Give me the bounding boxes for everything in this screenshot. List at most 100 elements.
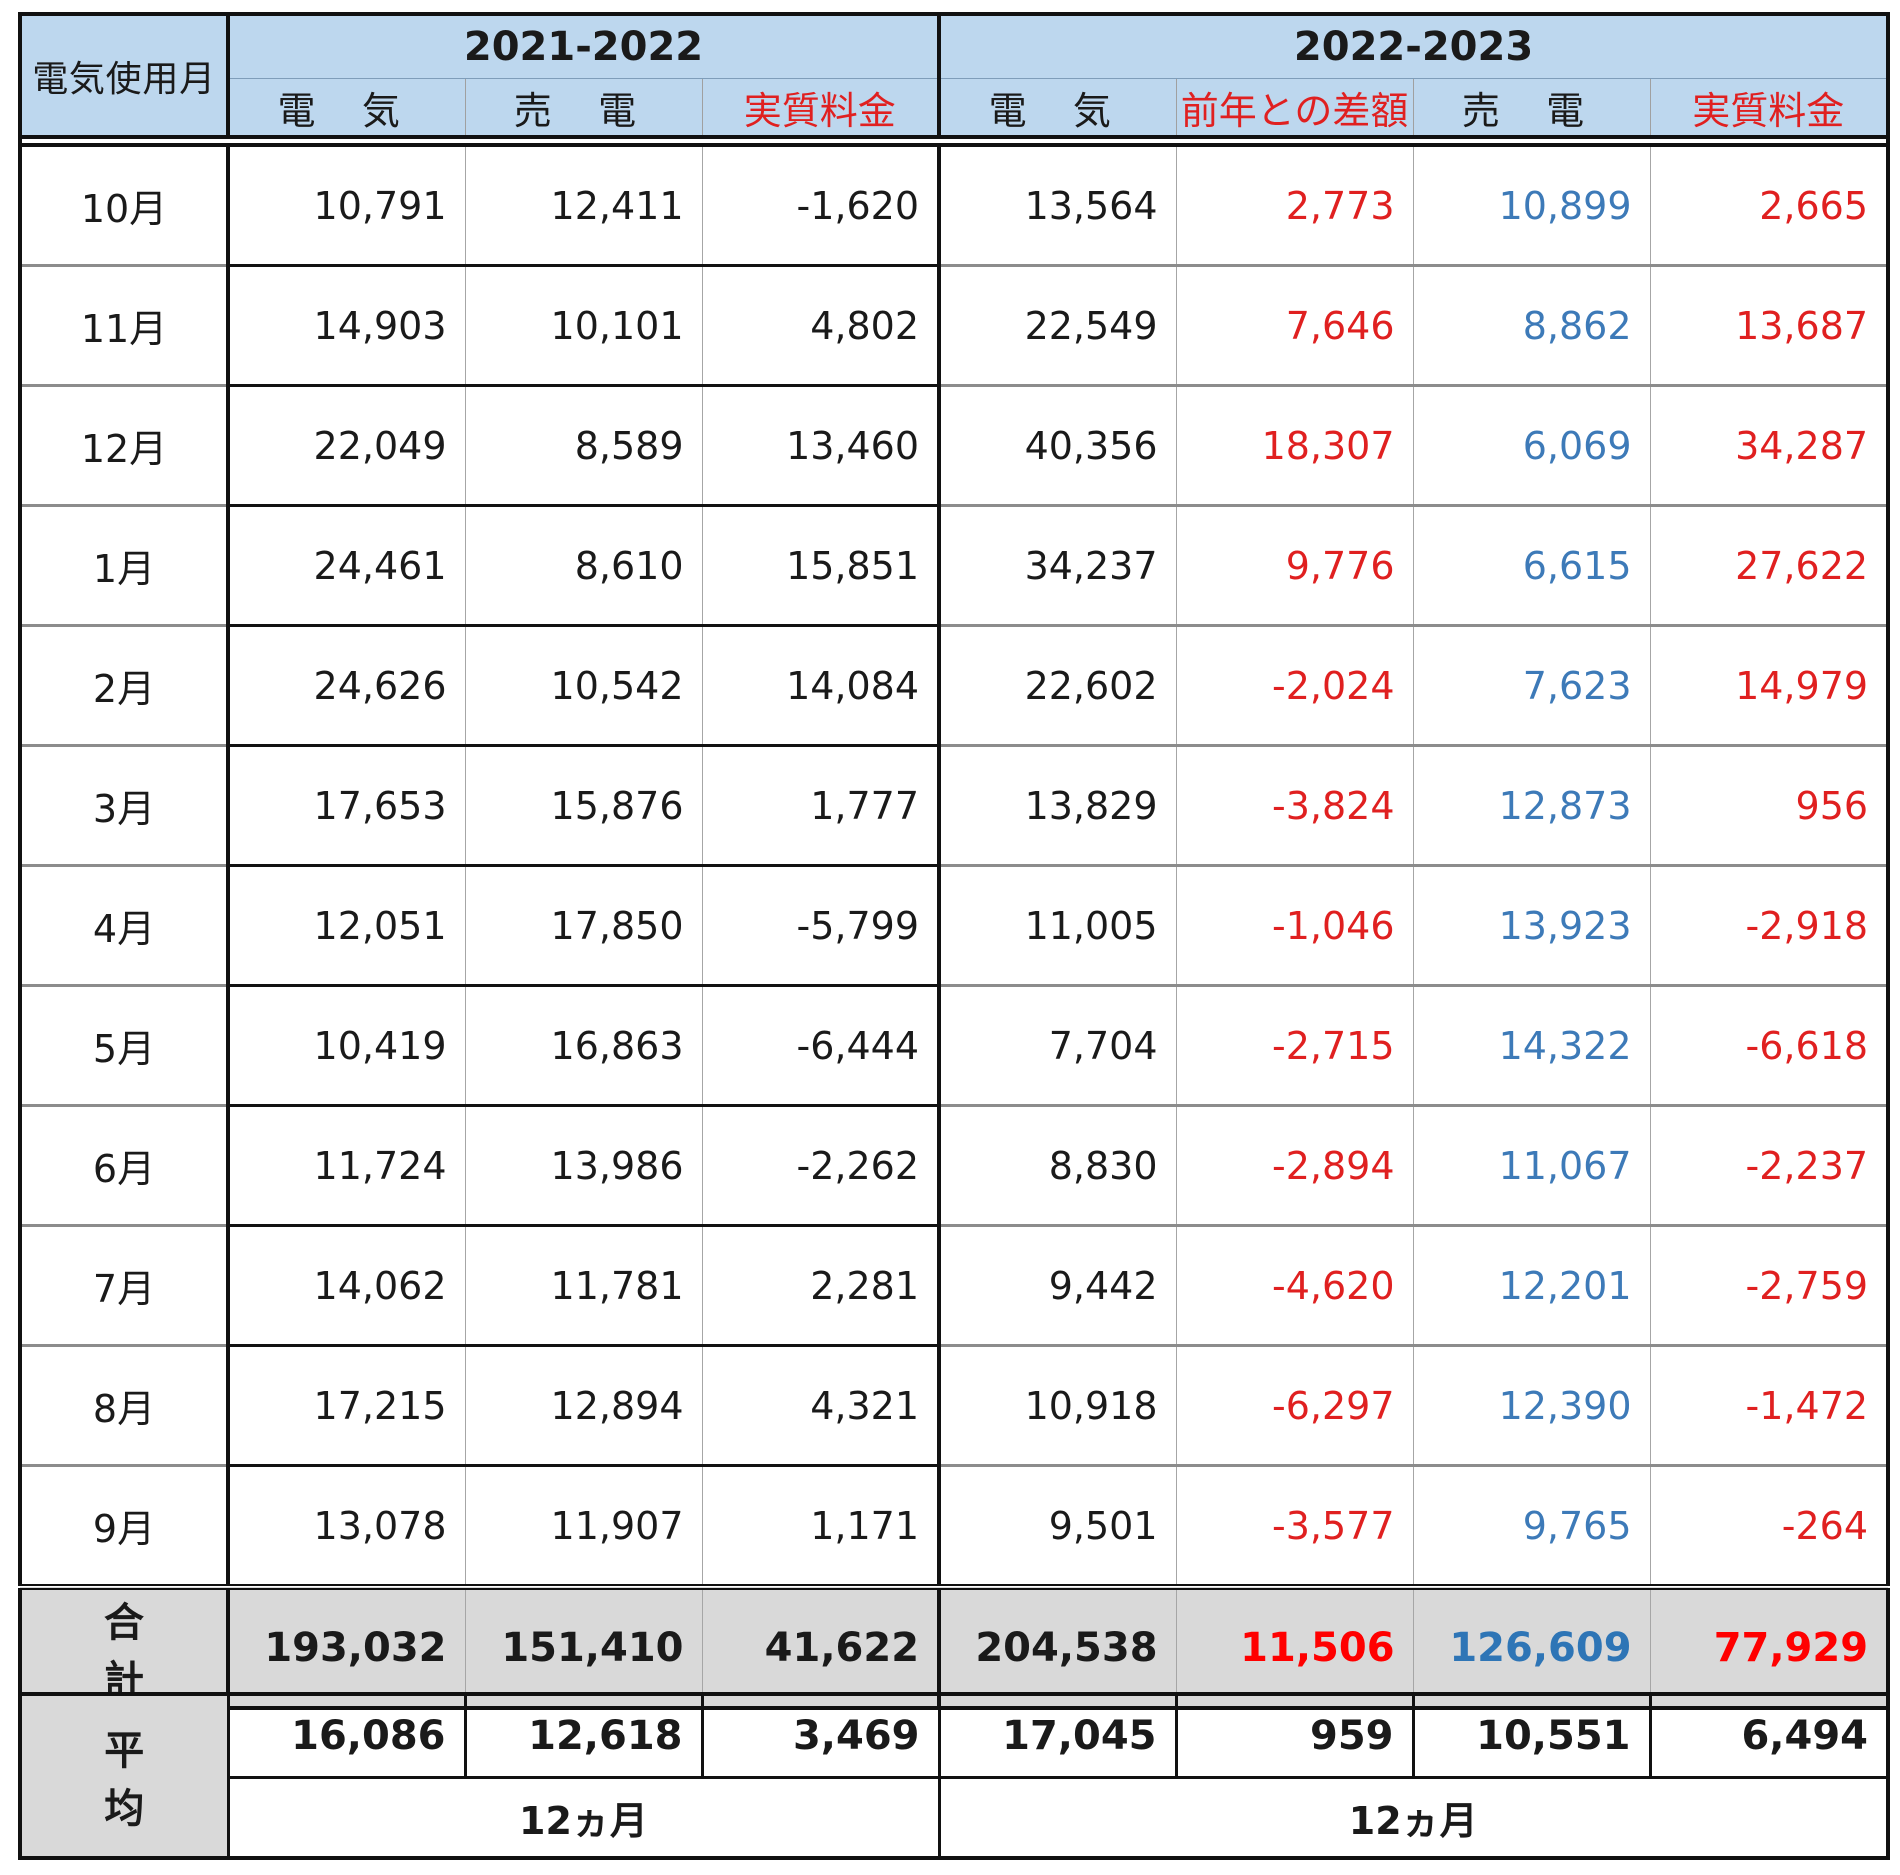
avg-b-sell: 10,551 [1411,1692,1652,1779]
b-diff-cell: -1,046 [1175,865,1414,987]
b-electricity-cell: 13,564 [937,145,1177,267]
table-row: 10月 10,791 12,411 -1,620 13,564 2,773 10,899 2,… [20,145,1889,267]
b-diff-cell: -2,024 [1175,625,1414,747]
b-electricity-cell: 9,501 [937,1465,1177,1590]
a-net-cost-cell: -5,799 [701,865,940,987]
b-sell-cell: 11,067 [1412,1105,1651,1227]
a-electricity-cell: 10,419 [226,985,465,1107]
b-sell-cell: 7,623 [1412,625,1651,747]
a-net-cost-header: 実質料金 [701,78,940,139]
b-sell-cell: 6,069 [1412,385,1651,507]
average-table: 平 均 16,086 12,618 3,469 17,045 959 10,55… [18,1692,1890,1860]
a-sell-cell: 15,876 [464,745,702,867]
total-b-net-cost: 77,929 [1649,1587,1889,1708]
table-row: 9月 13,078 11,907 1,171 9,501 -3,577 9,765 -264 [20,1465,1889,1590]
b-diff-cell: 7,646 [1175,265,1414,387]
b-electricity-cell: 11,005 [937,865,1177,987]
b-net-cost-cell: -2,237 [1649,1105,1889,1227]
a-electricity-cell: 14,903 [226,265,465,387]
b-net-cost-cell: -264 [1649,1465,1889,1590]
a-net-cost-cell: 4,802 [701,265,940,387]
b-electricity-cell: 9,442 [937,1225,1177,1347]
a-electricity-cell: 24,461 [226,505,465,627]
month-column-header: 電気使用月 [20,14,228,139]
a-net-cost-cell: 4,321 [701,1345,940,1467]
b-sell-cell: 10,899 [1412,145,1651,267]
month-cell: 10月 [20,145,228,267]
month-cell: 1月 [20,505,228,627]
month-cell: 9月 [20,1465,228,1590]
b-net-cost-cell: 34,287 [1649,385,1889,507]
avg-a-electricity: 16,086 [226,1692,467,1779]
a-electricity-cell: 17,215 [226,1345,465,1467]
b-sell-cell: 12,201 [1412,1225,1651,1347]
table-row: 2月 24,626 10,542 14,084 22,602 -2,024 7,623 14,… [20,625,1889,747]
b-net-cost-cell: -6,618 [1649,985,1889,1107]
header-gap [20,137,1889,147]
total-b-sell: 126,609 [1412,1587,1651,1708]
b-net-cost-cell: 27,622 [1649,505,1889,627]
table-row: 1月 24,461 8,610 15,851 34,237 9,776 6,615 27,62… [20,505,1889,627]
period-a: 12ヵ月 [226,1776,941,1860]
b-electricity-cell: 22,602 [937,625,1177,747]
a-net-cost-cell: -6,444 [701,985,940,1107]
b-net-cost-header: 実質料金 [1649,78,1889,139]
b-diff-cell: 18,307 [1175,385,1414,507]
b-sell-header: 売 電 [1412,78,1651,139]
a-electricity-cell: 22,049 [226,385,465,507]
month-cell: 12月 [20,385,228,507]
total-a-electricity: 193,032 [226,1587,465,1708]
b-net-cost-cell: 13,687 [1649,265,1889,387]
a-electricity-cell: 10,791 [226,145,465,267]
year-header-row: 電気使用月 2021-2022 2022-2023 [20,14,1889,139]
month-cell: 2月 [20,625,228,747]
avg-b-electricity: 17,045 [937,1692,1178,1779]
b-electricity-cell: 34,237 [937,505,1177,627]
a-electricity-cell: 13,078 [226,1465,465,1590]
year-a-header: 2021-2022 [225,14,940,79]
average-values-row: 平 均 16,086 12,618 3,469 17,045 959 10,55… [18,1692,1890,1860]
table-row: 5月 10,419 16,863 -6,444 7,704 -2,715 14,322 -6,… [20,985,1889,1107]
avg-a-net-cost: 3,469 [700,1692,941,1779]
year-b-header: 2022-2023 [937,14,1889,79]
b-net-cost-cell: 14,979 [1649,625,1889,747]
b-sell-cell: 8,862 [1412,265,1651,387]
a-sell-cell: 12,411 [464,145,702,267]
b-sell-cell: 13,923 [1412,865,1651,987]
b-electricity-cell: 22,549 [937,265,1177,387]
month-cell: 8月 [20,1345,228,1467]
table-row: 6月 11,724 13,986 -2,262 8,830 -2,894 11,067 -2,… [20,1105,1889,1227]
b-net-cost-cell: 956 [1649,745,1889,867]
a-electricity-cell: 14,062 [226,1225,465,1347]
average-period-row: 12ヵ月 12ヵ月 [20,1776,1890,1860]
b-electricity-cell: 13,829 [937,745,1177,867]
b-sell-cell: 6,615 [1412,505,1651,627]
a-electricity-cell: 17,653 [226,745,465,867]
b-electricity-cell: 8,830 [937,1105,1177,1227]
a-net-cost-cell: 14,084 [701,625,940,747]
month-cell: 11月 [20,265,228,387]
a-sell-cell: 10,101 [464,265,702,387]
b-diff-cell: 9,776 [1175,505,1414,627]
a-sell-cell: 8,589 [464,385,702,507]
b-diff-cell: 2,773 [1175,145,1414,267]
total-label: 合 計 [20,1587,228,1708]
a-sell-cell: 16,863 [464,985,702,1107]
b-sell-cell: 12,390 [1412,1345,1651,1467]
total-b-electricity: 204,538 [937,1587,1177,1708]
a-sell-cell: 17,850 [464,865,702,987]
b-electricity-cell: 10,918 [937,1345,1177,1467]
a-sell-cell: 11,907 [464,1465,702,1590]
period-b: 12ヵ月 [937,1776,1890,1860]
b-electricity-cell: 40,356 [937,385,1177,507]
avg-b-diff: 959 [1174,1692,1415,1779]
month-cell: 5月 [20,985,228,1107]
b-net-cost-cell: 2,665 [1649,145,1889,267]
b-diff-cell: -4,620 [1175,1225,1414,1347]
average-label: 平 均 [18,1692,230,1860]
column-header-row: 電 気 売 電 実質料金 電 気 前年との差額 売 電 実質料金 [20,78,1889,139]
avg-b-net-cost: 6,494 [1648,1692,1890,1779]
month-cell: 7月 [20,1225,228,1347]
b-sell-cell: 9,765 [1412,1465,1651,1590]
a-net-cost-cell: 15,851 [701,505,940,627]
